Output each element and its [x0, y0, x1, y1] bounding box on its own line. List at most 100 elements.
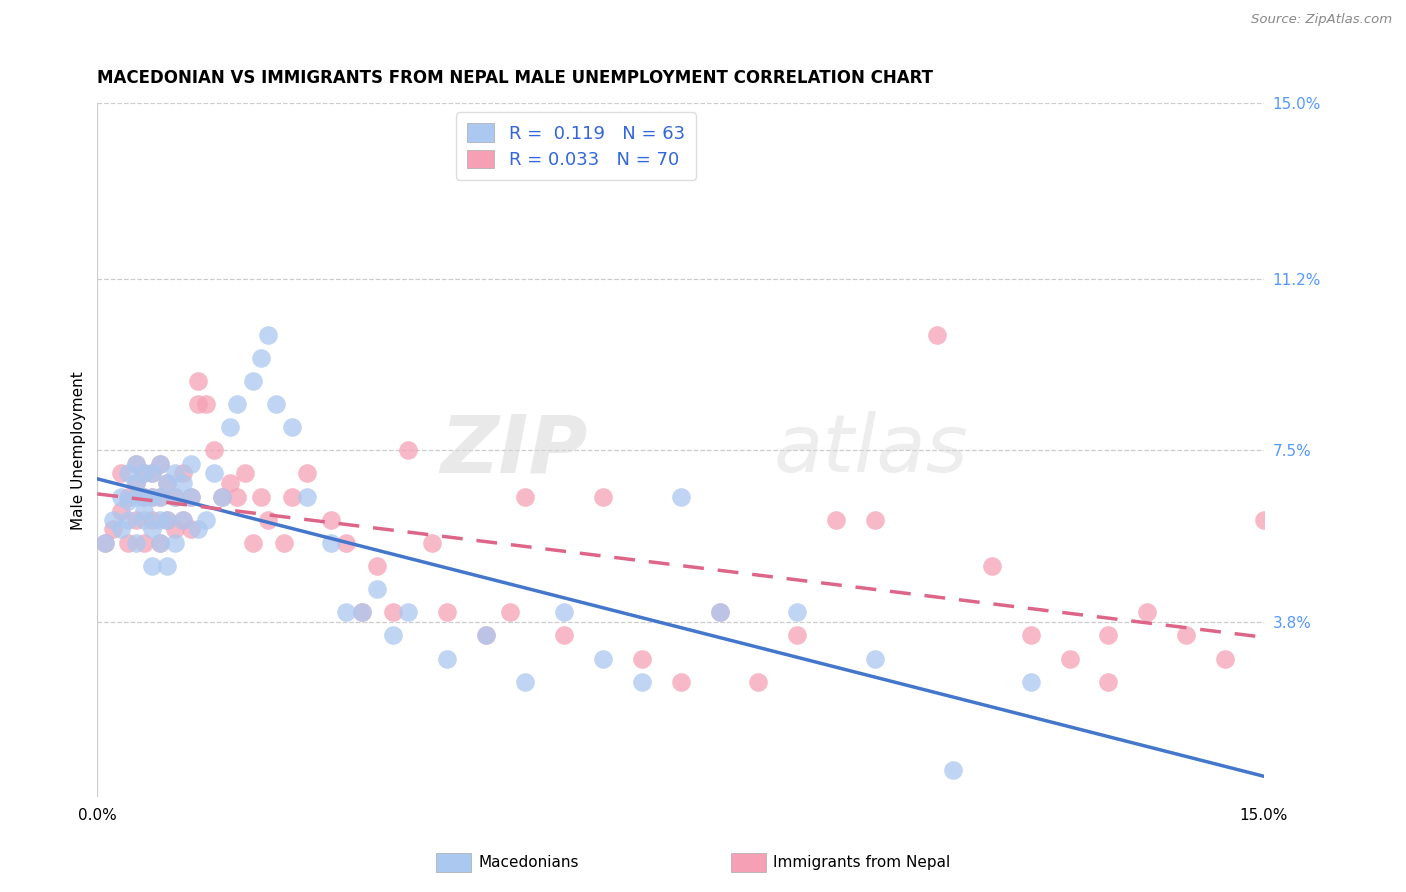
Point: [747, 674, 769, 689]
Point: [132, 536, 155, 550]
Point: [132, 490, 155, 504]
Point: [148, 513, 170, 527]
Point: [592, 651, 614, 665]
Point: [242, 536, 264, 550]
Point: [281, 490, 304, 504]
Point: [319, 536, 342, 550]
Point: [553, 628, 575, 642]
Point: [125, 475, 148, 490]
Point: [281, 420, 304, 434]
Point: [630, 651, 652, 665]
Text: MACEDONIAN VS IMMIGRANTS FROM NEPAL MALE UNEMPLOYMENT CORRELATION CHART: MACEDONIAN VS IMMIGRANTS FROM NEPAL MALE…: [97, 69, 934, 87]
Point: [156, 513, 179, 527]
Point: [156, 475, 179, 490]
Point: [1253, 513, 1275, 527]
Point: [498, 605, 520, 619]
Point: [366, 582, 388, 596]
Point: [825, 513, 848, 527]
Point: [110, 503, 132, 517]
Point: [125, 513, 148, 527]
Point: [165, 536, 187, 550]
Point: [148, 457, 170, 471]
Point: [125, 457, 148, 471]
Point: [117, 494, 139, 508]
Point: [420, 536, 443, 550]
Point: [513, 490, 536, 504]
Point: [165, 490, 187, 504]
Point: [398, 443, 420, 458]
Point: [117, 490, 139, 504]
Point: [335, 605, 357, 619]
Point: [1097, 628, 1119, 642]
Point: [180, 490, 202, 504]
Point: [786, 628, 808, 642]
Point: [148, 536, 170, 550]
Point: [141, 559, 163, 574]
Point: [1136, 605, 1159, 619]
Point: [195, 397, 218, 411]
Point: [863, 651, 886, 665]
Point: [709, 605, 731, 619]
Point: [180, 522, 202, 536]
Point: [132, 503, 155, 517]
Point: [257, 327, 280, 342]
Point: [381, 605, 404, 619]
Point: [141, 467, 163, 481]
Point: [187, 397, 209, 411]
Text: atlas: atlas: [773, 411, 969, 490]
Point: [117, 513, 139, 527]
Point: [132, 490, 155, 504]
Point: [125, 457, 148, 471]
Point: [148, 536, 170, 550]
Point: [165, 467, 187, 481]
Point: [709, 605, 731, 619]
Point: [475, 628, 498, 642]
Point: [110, 490, 132, 504]
Point: [125, 536, 148, 550]
Point: [366, 559, 388, 574]
Text: ZIP: ZIP: [440, 411, 588, 490]
Point: [513, 674, 536, 689]
Point: [942, 763, 965, 777]
Point: [202, 467, 225, 481]
Point: [863, 513, 886, 527]
Point: [398, 605, 420, 619]
Point: [101, 513, 124, 527]
Text: Immigrants from Nepal: Immigrants from Nepal: [773, 855, 950, 870]
Point: [141, 490, 163, 504]
Y-axis label: Male Unemployment: Male Unemployment: [72, 371, 86, 530]
Point: [297, 467, 319, 481]
Point: [141, 467, 163, 481]
Point: [148, 490, 170, 504]
Point: [165, 522, 187, 536]
Point: [211, 490, 233, 504]
Point: [172, 513, 194, 527]
Point: [273, 536, 295, 550]
Point: [1059, 651, 1081, 665]
Point: [592, 490, 614, 504]
Point: [249, 490, 271, 504]
Text: Macedonians: Macedonians: [478, 855, 578, 870]
Point: [148, 490, 170, 504]
Point: [132, 513, 155, 527]
Point: [1097, 674, 1119, 689]
Point: [436, 605, 458, 619]
Point: [110, 467, 132, 481]
Point: [141, 513, 163, 527]
Point: [117, 536, 139, 550]
Point: [669, 674, 692, 689]
Point: [211, 490, 233, 504]
Point: [125, 490, 148, 504]
Point: [381, 628, 404, 642]
Point: [94, 536, 117, 550]
Point: [297, 490, 319, 504]
Point: [218, 420, 240, 434]
Point: [172, 475, 194, 490]
Point: [436, 651, 458, 665]
Point: [319, 513, 342, 527]
Point: [195, 513, 218, 527]
Point: [180, 490, 202, 504]
Point: [350, 605, 373, 619]
Point: [94, 536, 117, 550]
Point: [669, 490, 692, 504]
